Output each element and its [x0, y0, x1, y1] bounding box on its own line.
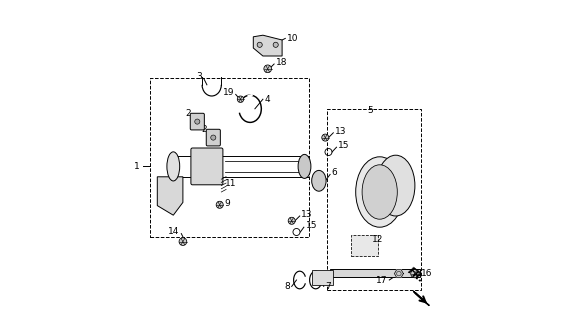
Text: 11: 11 [225, 180, 237, 188]
Text: 19: 19 [223, 88, 234, 97]
Polygon shape [395, 270, 403, 277]
Text: 2: 2 [201, 125, 207, 134]
Text: 1: 1 [134, 162, 140, 171]
Polygon shape [253, 35, 282, 56]
Ellipse shape [298, 155, 311, 179]
Ellipse shape [362, 165, 398, 219]
Polygon shape [413, 291, 429, 306]
Ellipse shape [167, 152, 179, 181]
Ellipse shape [377, 155, 415, 216]
FancyBboxPatch shape [191, 148, 223, 185]
FancyBboxPatch shape [190, 113, 204, 130]
Text: 16: 16 [421, 269, 433, 278]
Circle shape [322, 134, 329, 141]
Text: 8: 8 [284, 282, 290, 291]
Text: 17: 17 [376, 276, 388, 285]
Circle shape [288, 217, 295, 224]
Circle shape [273, 42, 278, 47]
Text: FR.: FR. [405, 266, 426, 285]
Ellipse shape [355, 157, 404, 227]
Circle shape [237, 96, 243, 102]
Bar [351, 235, 378, 256]
Bar [327, 109, 421, 290]
Circle shape [264, 65, 272, 73]
Text: 13: 13 [301, 210, 313, 219]
Circle shape [195, 119, 200, 124]
Circle shape [211, 135, 216, 140]
Text: 7: 7 [325, 282, 331, 291]
Ellipse shape [312, 170, 326, 191]
Circle shape [411, 269, 419, 278]
FancyBboxPatch shape [206, 129, 220, 146]
Text: 3: 3 [196, 72, 202, 81]
Bar [313, 270, 334, 285]
Text: 5: 5 [367, 106, 373, 115]
Text: 4: 4 [264, 95, 270, 104]
Circle shape [216, 201, 223, 208]
Text: 9: 9 [225, 199, 231, 208]
Text: 14: 14 [168, 228, 179, 236]
Text: 13: 13 [335, 127, 346, 136]
Text: 2: 2 [185, 109, 191, 118]
Text: 15: 15 [305, 221, 317, 230]
Text: 15: 15 [338, 141, 350, 150]
Bar [330, 269, 419, 277]
Circle shape [257, 42, 263, 47]
Text: 6: 6 [332, 168, 338, 177]
Polygon shape [158, 177, 183, 215]
Text: 18: 18 [276, 58, 287, 67]
Bar [150, 78, 309, 237]
Text: 12: 12 [372, 236, 383, 244]
Text: 10: 10 [287, 34, 298, 43]
Circle shape [179, 238, 187, 245]
